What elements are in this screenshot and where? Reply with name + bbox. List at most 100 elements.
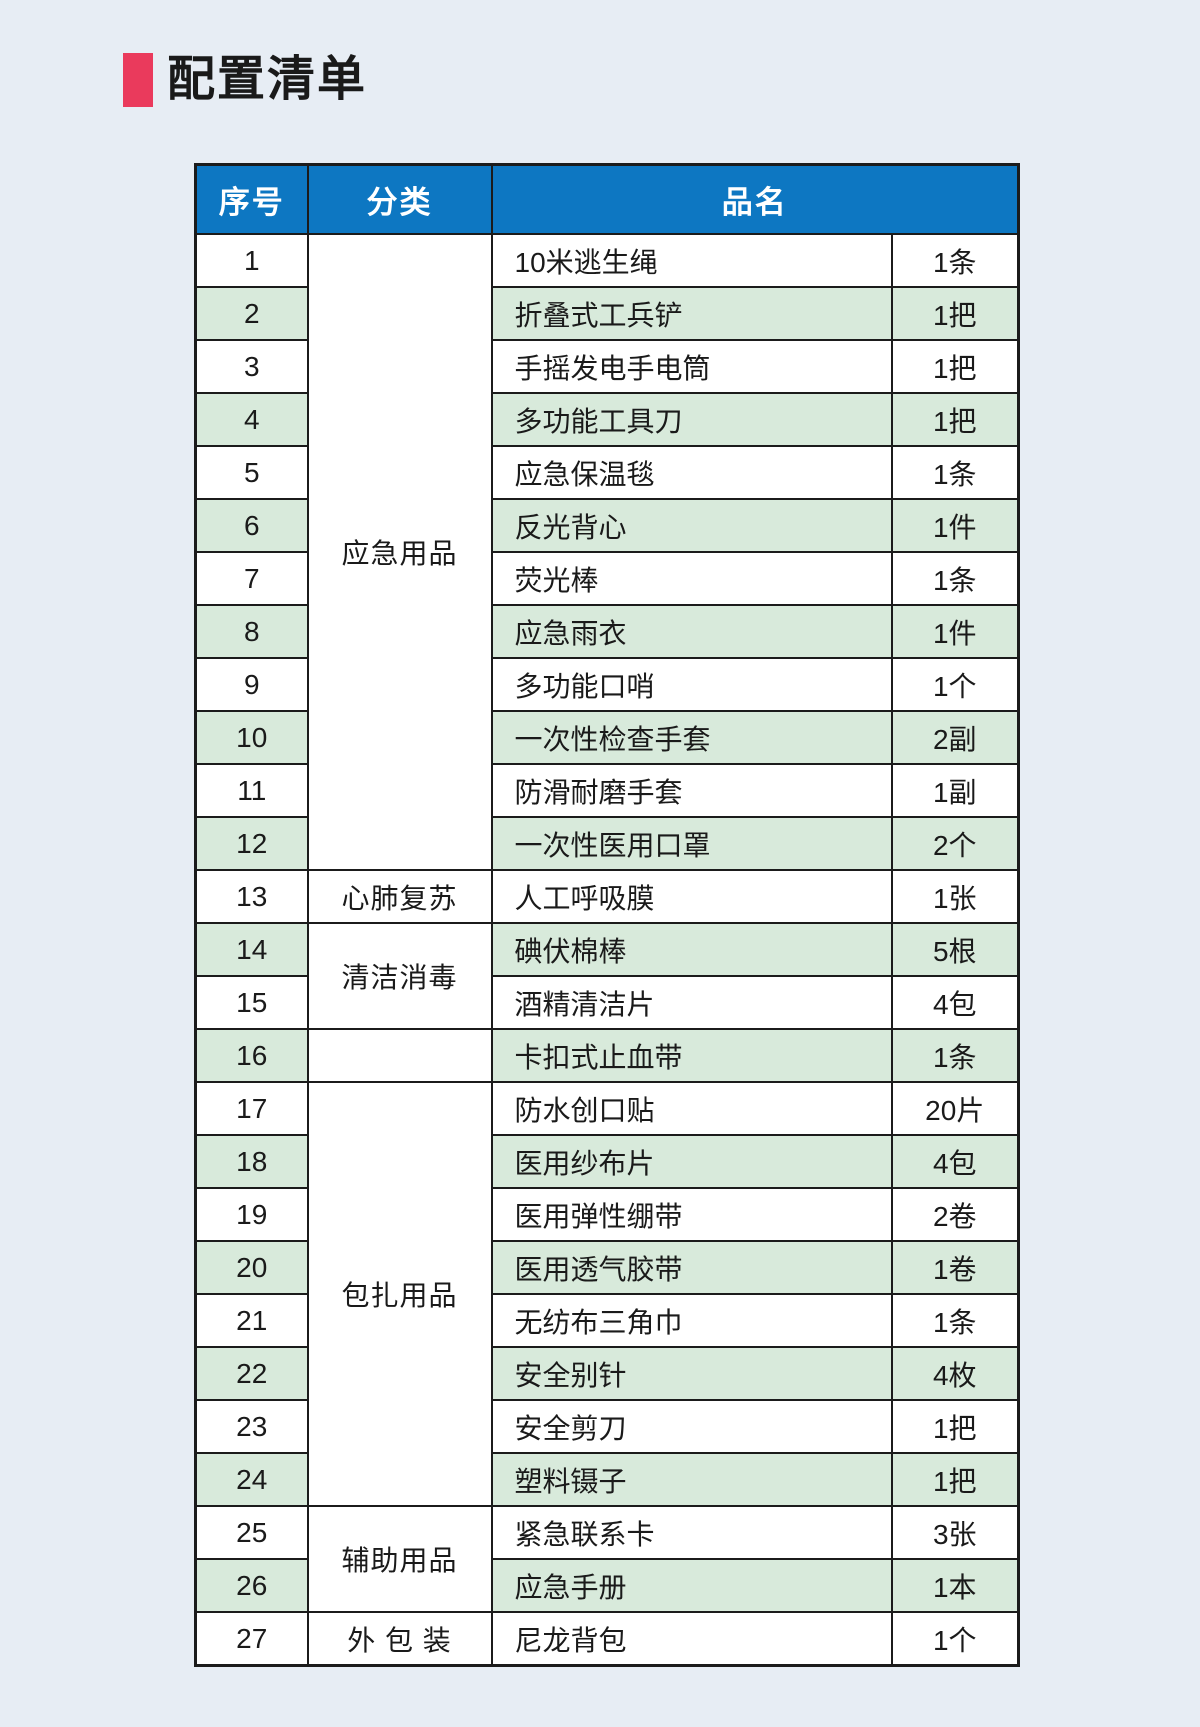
row-no: 27	[194, 1611, 309, 1667]
row-qty: 1卷	[890, 1240, 1020, 1295]
row-no: 22	[194, 1346, 309, 1401]
row-no: 5	[194, 445, 309, 500]
table-row: 5 应急保温毯 1条	[194, 445, 1020, 500]
row-qty: 1本	[890, 1558, 1020, 1613]
row-name: 反光背心	[490, 498, 893, 553]
table-row: 8 应急雨衣 1件	[194, 604, 1020, 659]
table-row: 10 一次性检查手套 2副	[194, 710, 1020, 765]
row-no: 12	[194, 816, 309, 871]
row-qty: 1件	[890, 604, 1020, 659]
row-qty: 1张	[890, 869, 1020, 924]
row-no: 25	[194, 1505, 309, 1560]
row-no: 4	[194, 392, 309, 447]
row-name: 塑料镊子	[490, 1452, 893, 1507]
row-no: 24	[194, 1452, 309, 1507]
row-category: 应急用品	[306, 233, 493, 871]
row-name: 尼龙背包	[490, 1611, 893, 1667]
row-qty: 1条	[890, 1028, 1020, 1083]
row-qty: 3张	[890, 1505, 1020, 1560]
header-name: 品名	[490, 163, 1020, 235]
table-row: 12 一次性医用口罩 2个	[194, 816, 1020, 871]
row-name: 10米逃生绳	[490, 233, 893, 288]
row-qty: 1个	[890, 657, 1020, 712]
row-no: 13	[194, 869, 309, 924]
row-qty: 20片	[890, 1081, 1020, 1136]
row-name: 紧急联系卡	[490, 1505, 893, 1560]
table-row: 25 辅助用品 紧急联系卡 3张	[194, 1505, 1020, 1613]
row-category: 心肺复苏	[306, 869, 493, 924]
row-name: 应急保温毯	[490, 445, 893, 500]
row-name: 多功能口哨	[490, 657, 893, 712]
row-no: 26	[194, 1558, 309, 1613]
table-row: 23 安全剪刀 1把	[194, 1399, 1020, 1454]
row-category: 外 包 装	[306, 1611, 493, 1667]
row-qty: 1把	[890, 392, 1020, 447]
table-row: 26 应急手册 1本	[194, 1558, 1020, 1613]
row-name: 医用弹性绷带	[490, 1187, 893, 1242]
row-name: 应急雨衣	[490, 604, 893, 659]
row-qty: 1个	[890, 1611, 1020, 1667]
row-no: 14	[194, 922, 309, 977]
table-row: 17 包扎用品 防水创口贴 20片	[194, 1081, 1020, 1507]
row-qty: 5根	[890, 922, 1020, 977]
row-qty: 1把	[890, 1452, 1020, 1507]
table-row: 9 多功能口哨 1个	[194, 657, 1020, 712]
row-no: 3	[194, 339, 309, 394]
row-qty: 1条	[890, 1293, 1020, 1348]
row-name: 卡扣式止血带	[490, 1028, 893, 1083]
row-name: 一次性检查手套	[490, 710, 893, 765]
table-header-row: 序号 分类 品名	[194, 163, 1020, 235]
table-row: 15 酒精清洁片 4包	[194, 975, 1020, 1030]
row-no: 6	[194, 498, 309, 553]
row-qty: 2个	[890, 816, 1020, 871]
table-row: 21 无纺布三角巾 1条	[194, 1293, 1020, 1348]
title-accent-bar	[123, 53, 153, 107]
row-name: 碘伏棉棒	[490, 922, 893, 977]
row-qty: 1把	[890, 339, 1020, 394]
table-row: 14 清洁消毒 碘伏棉棒 5根	[194, 922, 1020, 1030]
row-no: 11	[194, 763, 309, 818]
row-no: 17	[194, 1081, 309, 1136]
row-name: 一次性医用口罩	[490, 816, 893, 871]
row-no: 20	[194, 1240, 309, 1295]
table-row: 22 安全别针 4枚	[194, 1346, 1020, 1401]
table-row: 16 卡扣式止血带 1条	[194, 1028, 1020, 1083]
row-name: 多功能工具刀	[490, 392, 893, 447]
row-qty: 1把	[890, 1399, 1020, 1454]
page-title: 配置清单	[167, 53, 368, 106]
row-no: 19	[194, 1187, 309, 1242]
row-name: 无纺布三角巾	[490, 1293, 893, 1348]
row-qty: 2卷	[890, 1187, 1020, 1242]
row-no: 15	[194, 975, 309, 1030]
row-name: 荧光棒	[490, 551, 893, 606]
row-name: 手摇发电手电筒	[490, 339, 893, 394]
header-no: 序号	[194, 163, 309, 235]
table-row: 1 应急用品 10米逃生绳 1条	[194, 233, 1020, 871]
table-row: 18 医用纱布片 4包	[194, 1134, 1020, 1189]
table-row: 6 反光背心 1件	[194, 498, 1020, 553]
row-qty: 1件	[890, 498, 1020, 553]
row-name: 人工呼吸膜	[490, 869, 893, 924]
row-qty: 1把	[890, 286, 1020, 341]
kit-contents-table: 序号 分类 品名 1 应急用品 10米逃生绳 1条 2 折叠式工兵铲 1把 3 …	[194, 163, 1020, 1667]
row-category: 包扎用品	[306, 1081, 493, 1507]
row-no: 9	[194, 657, 309, 712]
row-category: 辅助用品	[306, 1505, 493, 1613]
table-row: 24 塑料镊子 1把	[194, 1452, 1020, 1507]
row-no: 23	[194, 1399, 309, 1454]
table-row: 13 心肺复苏 人工呼吸膜 1张	[194, 869, 1020, 924]
row-qty: 1条	[890, 551, 1020, 606]
table-row: 11 防滑耐磨手套 1副	[194, 763, 1020, 818]
row-no: 18	[194, 1134, 309, 1189]
row-qty: 2副	[890, 710, 1020, 765]
header-category: 分类	[306, 163, 493, 235]
row-qty: 1副	[890, 763, 1020, 818]
table-row: 27 外 包 装 尼龙背包 1个	[194, 1611, 1020, 1667]
page-title-block: 配置清单	[123, 50, 367, 110]
row-no: 10	[194, 710, 309, 765]
row-name: 医用透气胶带	[490, 1240, 893, 1295]
row-qty: 4枚	[890, 1346, 1020, 1401]
table-row: 7 荧光棒 1条	[194, 551, 1020, 606]
row-category	[306, 1028, 493, 1083]
table-row: 19 医用弹性绷带 2卷	[194, 1187, 1020, 1242]
